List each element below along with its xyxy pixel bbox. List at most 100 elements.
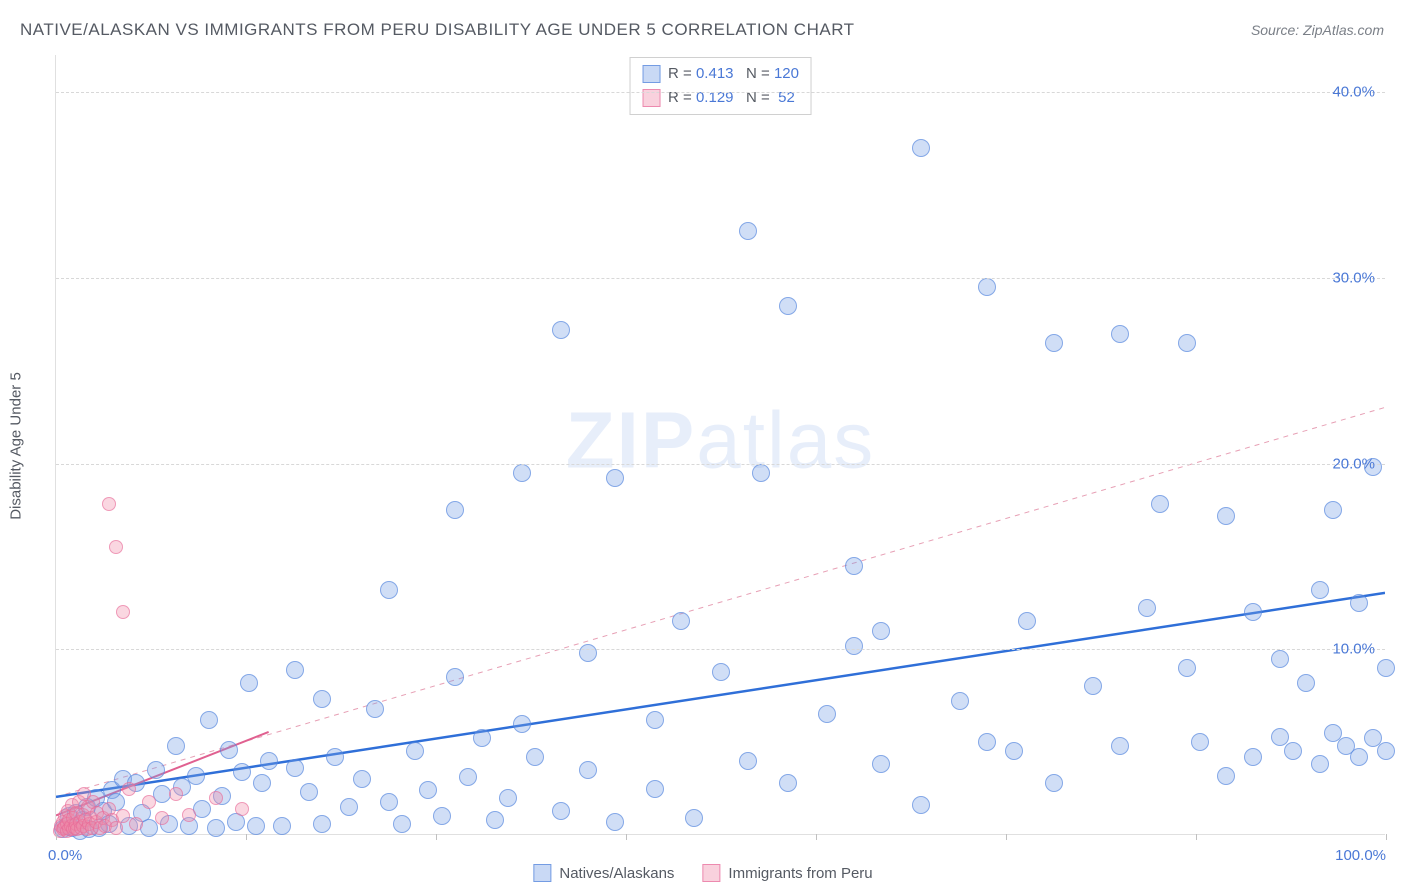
data-point [209, 791, 223, 805]
legend-label-peru: Immigrants from Peru [728, 865, 872, 882]
data-point [606, 469, 624, 487]
data-point [340, 798, 358, 816]
data-point [1244, 748, 1262, 766]
data-point [579, 644, 597, 662]
data-point [393, 815, 411, 833]
data-point [978, 733, 996, 751]
data-point [552, 802, 570, 820]
data-point [1311, 755, 1329, 773]
data-point [193, 800, 211, 818]
data-point [606, 813, 624, 831]
data-point [220, 741, 238, 759]
data-point [912, 796, 930, 814]
data-point [313, 690, 331, 708]
data-point [142, 795, 156, 809]
data-point [433, 807, 451, 825]
data-point [845, 637, 863, 655]
data-point [1324, 501, 1342, 519]
bottom-legend: Natives/Alaskans Immigrants from Peru [533, 864, 872, 882]
data-point [102, 497, 116, 511]
y-axis-label: Disability Age Under 5 [8, 372, 25, 520]
swatch-blue-icon [642, 65, 660, 83]
data-point [1111, 737, 1129, 755]
correlation-row-pink: R = 0.129 N = 52 [642, 86, 799, 110]
data-point [499, 789, 517, 807]
data-point [951, 692, 969, 710]
source-attribution: Source: ZipAtlas.com [1251, 22, 1384, 38]
data-point [1178, 659, 1196, 677]
data-point [313, 815, 331, 833]
data-point [1350, 594, 1368, 612]
data-point [1045, 334, 1063, 352]
data-point [473, 729, 491, 747]
data-point [187, 767, 205, 785]
x-tick [1386, 834, 1387, 840]
data-point [1018, 612, 1036, 630]
data-point [1311, 581, 1329, 599]
data-point [646, 711, 664, 729]
data-point [116, 809, 130, 823]
data-point [1350, 748, 1368, 766]
trend-line [56, 407, 1385, 796]
data-point [1377, 659, 1395, 677]
data-point [1271, 650, 1289, 668]
data-point [1297, 674, 1315, 692]
data-point [1151, 495, 1169, 513]
data-point [978, 278, 996, 296]
x-axis-start-label: 0.0% [48, 847, 82, 864]
data-point [779, 297, 797, 315]
x-tick [436, 834, 437, 840]
data-point [513, 464, 531, 482]
chart-title: NATIVE/ALASKAN VS IMMIGRANTS FROM PERU D… [20, 20, 855, 40]
data-point [712, 663, 730, 681]
x-axis-end-label: 100.0% [1335, 847, 1386, 864]
data-point [247, 817, 265, 835]
data-point [685, 809, 703, 827]
x-tick [1006, 834, 1007, 840]
data-point [1084, 677, 1102, 695]
gridline [56, 92, 1385, 93]
data-point [739, 752, 757, 770]
data-point [845, 557, 863, 575]
plot-area: ZIPatlas R = 0.413 N = 120 R = 0.129 N =… [55, 55, 1385, 835]
data-point [1217, 507, 1235, 525]
data-point [446, 501, 464, 519]
data-point [116, 605, 130, 619]
data-point [235, 802, 249, 816]
data-point [646, 780, 664, 798]
y-tick-label: 40.0% [1332, 84, 1375, 101]
data-point [1284, 742, 1302, 760]
y-tick-label: 20.0% [1332, 455, 1375, 472]
data-point [579, 761, 597, 779]
data-point [872, 755, 890, 773]
correlation-row-blue: R = 0.413 N = 120 [642, 62, 799, 86]
data-point [326, 748, 344, 766]
data-point [167, 737, 185, 755]
legend-item-peru: Immigrants from Peru [702, 864, 872, 882]
data-point [300, 783, 318, 801]
swatch-blue-icon [533, 864, 551, 882]
gridline [56, 278, 1385, 279]
data-point [109, 540, 123, 554]
data-point [672, 612, 690, 630]
data-point [260, 752, 278, 770]
legend-label-natives: Natives/Alaskans [559, 865, 674, 882]
x-tick [1196, 834, 1197, 840]
data-point [446, 668, 464, 686]
data-point [1377, 742, 1395, 760]
data-point [233, 763, 251, 781]
data-point [526, 748, 544, 766]
data-point [459, 768, 477, 786]
data-point [739, 222, 757, 240]
gridline [56, 464, 1385, 465]
data-point [286, 661, 304, 679]
correlation-legend: R = 0.413 N = 120 R = 0.129 N = 52 [629, 57, 812, 115]
x-tick [56, 834, 57, 840]
y-tick-label: 10.0% [1332, 641, 1375, 658]
data-point [353, 770, 371, 788]
trend-line [56, 593, 1385, 797]
n-value-blue: 120 [774, 65, 799, 82]
data-point [872, 622, 890, 640]
data-point [207, 819, 225, 837]
data-point [1271, 728, 1289, 746]
